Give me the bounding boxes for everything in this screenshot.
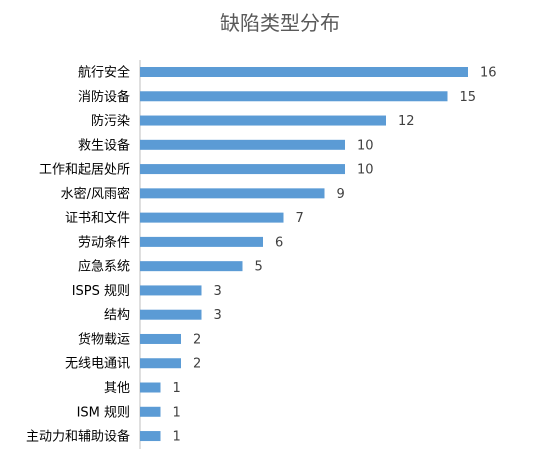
value-label: 10 bbox=[357, 138, 374, 153]
category-label: 证书和文件 bbox=[65, 211, 130, 226]
category-labels: 航行安全消防设备防污染救生设备工作和起居处所水密/风雨密证书和文件劳动条件应急系… bbox=[26, 65, 130, 445]
bar-7 bbox=[140, 212, 284, 223]
bar-11 bbox=[140, 309, 202, 320]
value-label: 6 bbox=[275, 235, 283, 250]
value-label: 12 bbox=[398, 114, 415, 129]
bar-9 bbox=[140, 261, 243, 272]
bar-8 bbox=[140, 236, 263, 247]
category-label: ISPS 规则 bbox=[72, 284, 130, 299]
category-label: 其他 bbox=[104, 381, 130, 396]
value-label: 5 bbox=[255, 260, 263, 275]
value-label: 9 bbox=[337, 187, 345, 202]
value-label: 1 bbox=[173, 430, 181, 445]
bars-group bbox=[140, 67, 468, 442]
value-label: 2 bbox=[193, 357, 201, 372]
category-label: 工作和起居处所 bbox=[39, 163, 130, 178]
value-label: 16 bbox=[480, 66, 497, 81]
category-label: 航行安全 bbox=[78, 65, 130, 81]
value-label: 7 bbox=[296, 211, 304, 226]
category-label: 劳动条件 bbox=[78, 234, 130, 250]
bar-1 bbox=[140, 67, 468, 77]
bar-13 bbox=[140, 358, 181, 369]
category-label: ISM 规则 bbox=[77, 405, 130, 420]
value-label: 3 bbox=[214, 308, 222, 323]
bar-10 bbox=[140, 285, 202, 296]
category-label: 消防设备 bbox=[78, 89, 130, 105]
category-label: 水密/风雨密 bbox=[61, 186, 130, 202]
bar-2 bbox=[140, 91, 448, 102]
value-label: 1 bbox=[173, 405, 181, 420]
value-label: 1 bbox=[173, 381, 181, 396]
bar-12 bbox=[140, 333, 181, 344]
bar-14 bbox=[140, 382, 161, 393]
chart-title: 缺陷类型分布 bbox=[220, 11, 340, 35]
value-label: 3 bbox=[214, 284, 222, 299]
category-label: 结构 bbox=[104, 308, 130, 323]
bar-16 bbox=[140, 431, 161, 442]
category-label: 无线电通讯 bbox=[65, 357, 130, 372]
bar-5 bbox=[140, 164, 345, 175]
bar-6 bbox=[140, 188, 325, 199]
category-label: 防污染 bbox=[91, 113, 130, 129]
category-label: 救生设备 bbox=[78, 137, 130, 153]
bar-15 bbox=[140, 406, 161, 417]
category-label: 应急系统 bbox=[78, 259, 130, 275]
value-label: 10 bbox=[357, 163, 374, 178]
bar-3 bbox=[140, 115, 386, 126]
category-label: 主动力和辅助设备 bbox=[26, 429, 130, 445]
value-label: 15 bbox=[460, 90, 477, 105]
bar-4 bbox=[140, 139, 345, 150]
category-label: 货物载运 bbox=[78, 331, 130, 347]
value-label: 2 bbox=[193, 332, 201, 347]
